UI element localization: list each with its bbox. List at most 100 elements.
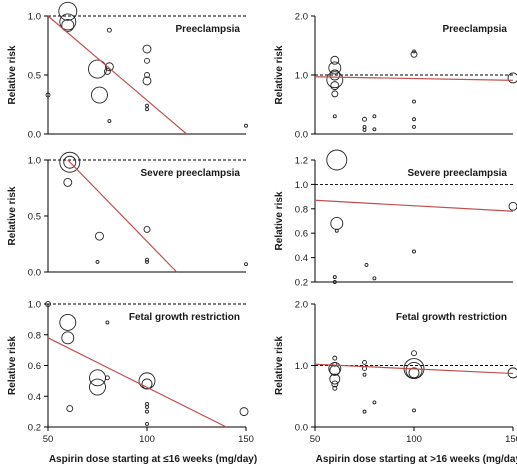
data-point <box>145 259 149 264</box>
data-point <box>332 355 338 361</box>
x-axis-label: Aspirin dose starting at ≤16 weeks (mg/d… <box>49 454 257 465</box>
panel-title: Preeclampsia <box>443 24 508 35</box>
data-point <box>244 123 248 128</box>
y-tick-label: 0.5 <box>28 71 41 82</box>
data-point <box>95 259 100 264</box>
panel-title: Severe preeclampsia <box>407 168 507 179</box>
data-point <box>144 72 150 78</box>
data-point <box>412 117 416 122</box>
data-point <box>364 262 369 267</box>
trend-line <box>67 159 178 273</box>
data-point <box>63 177 73 187</box>
data-point <box>372 400 377 405</box>
data-point <box>141 378 153 390</box>
trend-line <box>314 363 514 375</box>
y-axis-label: Relative risk <box>274 45 285 104</box>
data-point <box>142 44 152 54</box>
data-point <box>362 116 367 122</box>
data-point <box>332 280 337 284</box>
data-point <box>507 72 517 84</box>
data-point <box>59 151 81 173</box>
data-point <box>143 225 151 233</box>
x-tick-label: 100 <box>139 434 155 445</box>
x-tick-label: 50 <box>43 434 54 445</box>
data-point <box>89 369 106 387</box>
data-point <box>372 127 377 132</box>
data-point <box>334 228 339 233</box>
y-tick-label: 0.2 <box>28 423 41 434</box>
y-axis-label: Relative risk <box>7 186 18 245</box>
panel-3: 0.0 0.5 1.0 Severe preeclampsia Relative ris… <box>7 151 248 279</box>
data-point <box>328 61 342 75</box>
y-tick-label: 0.5 <box>28 212 41 223</box>
data-point <box>95 231 104 241</box>
y-axis-label: Relative risk <box>7 45 18 104</box>
y-tick-label: 1.0 <box>28 300 41 311</box>
x-tick-label: 150 <box>238 434 254 445</box>
panel-title: Fetal growth restriction <box>129 312 240 323</box>
data-point <box>412 99 416 104</box>
data-point <box>91 86 108 104</box>
data-point <box>89 378 106 396</box>
data-point <box>330 216 344 230</box>
data-point <box>331 90 339 98</box>
data-point <box>61 331 75 345</box>
y-tick-label: 0.4 <box>295 253 308 264</box>
data-point <box>142 76 152 86</box>
data-point <box>244 262 248 267</box>
data-point <box>106 27 112 33</box>
data-point <box>66 405 74 412</box>
panel-4: 0.2 0.4 0.6 0.8 1.0 1.2 Severe preeclampsia Rel… <box>274 149 517 289</box>
data-point <box>412 124 416 129</box>
y-tick-label: 0.0 <box>28 130 41 141</box>
data-point <box>408 367 420 379</box>
y-tick-label: 2.0 <box>295 12 308 23</box>
x-tick-label: 150 <box>505 434 517 445</box>
data-point <box>372 276 377 281</box>
data-point <box>326 149 348 171</box>
data-point <box>144 57 150 64</box>
y-tick-label: 0.2 <box>295 278 308 289</box>
y-tick-label: 1.0 <box>295 71 308 82</box>
data-point <box>63 155 77 169</box>
data-point <box>61 18 75 32</box>
data-point <box>412 408 416 413</box>
y-axis-label: Relative risk <box>274 336 285 395</box>
data-point <box>411 350 417 357</box>
data-point <box>508 201 517 211</box>
y-tick-label: 0.6 <box>295 229 308 240</box>
data-point <box>145 405 149 409</box>
y-tick-label: 0.0 <box>295 423 308 434</box>
y-tick-label: 1.0 <box>295 180 308 191</box>
y-tick-label: 0.4 <box>28 392 41 403</box>
data-point <box>362 359 367 365</box>
x-axis-label: Aspirin dose starting at >16 weeks (mg/d… <box>316 454 517 465</box>
data-point <box>332 275 337 280</box>
y-axis-label: Relative risk <box>7 336 18 395</box>
y-tick-label: 1.0 <box>295 361 308 372</box>
y-tick-label: 0.6 <box>28 361 41 372</box>
data-point <box>59 314 77 331</box>
data-point <box>239 407 249 417</box>
panel-2: 0.0 1.0 2.0 Preeclampsia Relative risk <box>274 12 517 141</box>
data-point <box>105 320 110 325</box>
x-tick-label: 100 <box>406 434 422 445</box>
trend-line <box>47 337 227 428</box>
data-point <box>330 81 340 91</box>
data-point <box>410 50 418 58</box>
y-tick-label: 0.0 <box>295 130 308 141</box>
data-point <box>328 362 342 376</box>
data-point <box>104 375 110 381</box>
data-point <box>362 372 367 377</box>
panel-title: Severe preeclampsia <box>140 168 240 179</box>
data-point <box>45 92 51 98</box>
y-tick-label: 1.0 <box>28 12 41 23</box>
data-point <box>58 1 78 21</box>
y-axis-label: Relative risk <box>274 191 285 250</box>
data-point <box>138 372 156 390</box>
data-point <box>145 257 149 262</box>
data-point <box>103 68 111 75</box>
data-point <box>326 71 344 89</box>
data-point <box>412 249 416 254</box>
